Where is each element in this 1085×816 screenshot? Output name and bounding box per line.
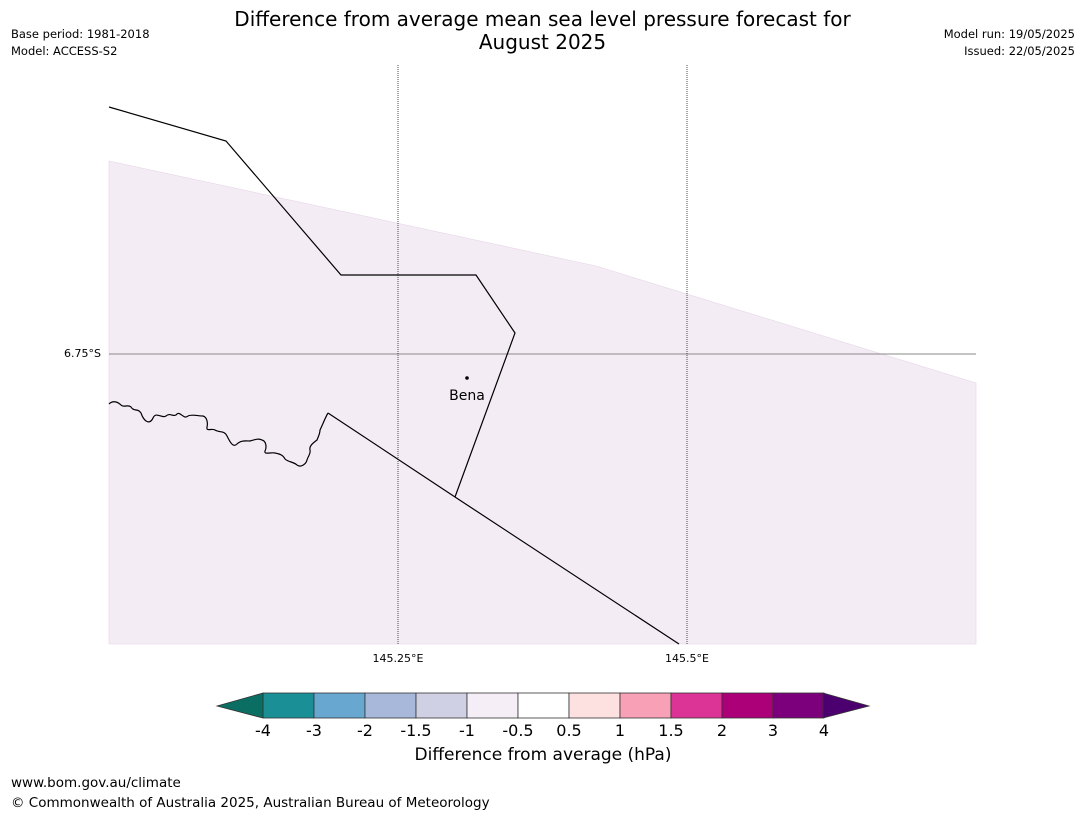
colorbar-cell	[619, 692, 672, 719]
anomaly-shaded-region	[108, 160, 977, 645]
colorbar-tick-label: -3	[306, 721, 322, 740]
river-line	[108, 401, 329, 467]
colorbar-tick-label: 2	[716, 721, 728, 740]
model-run: Model run: 19/05/2025	[943, 27, 1075, 41]
colorbar-cell	[415, 692, 468, 719]
colorbar-tick-label: -0.5	[502, 721, 534, 740]
colorbar-tick-label: 4	[818, 721, 830, 740]
colorbar-extend-high	[822, 692, 871, 719]
province-boundary-south	[327, 412, 680, 645]
colorbar-tick-label: 1.5	[658, 721, 684, 740]
colorbar-cell	[772, 692, 825, 719]
model-name: Model: ACCESS-S2	[11, 44, 118, 58]
colorbar-cell	[313, 692, 366, 719]
town-marker	[465, 376, 469, 380]
footer-copyright: © Commonwealth of Australia 2025, Austra…	[11, 795, 490, 811]
footer-url[interactable]: www.bom.gov.au/climate	[11, 775, 181, 791]
colorbar-tick-label: -4	[255, 721, 271, 740]
colorbar-cell	[262, 692, 315, 719]
meta-left: Base period: 1981-2018 Model: ACCESS-S2	[11, 26, 150, 60]
colorbar-cell	[517, 692, 570, 719]
colorbar-cell	[670, 692, 723, 719]
colorbar-label: Difference from average (hPa)	[414, 745, 672, 765]
colorbar-tick-label: -1	[459, 721, 475, 740]
issued-date: Issued: 22/05/2025	[964, 44, 1075, 58]
colorbar-cell	[568, 692, 621, 719]
colorbar-extend-low	[215, 692, 264, 719]
base-period: Base period: 1981-2018	[11, 27, 150, 41]
province-boundary-north	[108, 106, 516, 498]
colorbar-tick-label: -1.5	[400, 721, 432, 740]
town-label: Bena	[449, 388, 485, 404]
map-title: Difference from average mean sea level p…	[200, 8, 885, 54]
colorbar-tick-label: -2	[357, 721, 373, 740]
meta-right: Model run: 19/05/2025 Issued: 22/05/2025	[944, 26, 1075, 60]
colorbar-cells	[262, 692, 825, 719]
title-line-1: Difference from average mean sea level p…	[234, 7, 851, 31]
colorbar-cell	[721, 692, 774, 719]
colorbar-tick-label: 3	[767, 721, 779, 740]
colorbar-cell	[364, 692, 417, 719]
latitude-label: 6.75°S	[64, 347, 101, 360]
colorbar-tick-label: 0.5	[556, 721, 582, 740]
longitude-label-2: 145.5°E	[665, 652, 709, 665]
title-line-2: August 2025	[478, 30, 607, 54]
colorbar-cell	[466, 692, 519, 719]
longitude-label-1: 145.25°E	[372, 652, 424, 665]
colorbar-tick-label: 1	[614, 721, 626, 740]
